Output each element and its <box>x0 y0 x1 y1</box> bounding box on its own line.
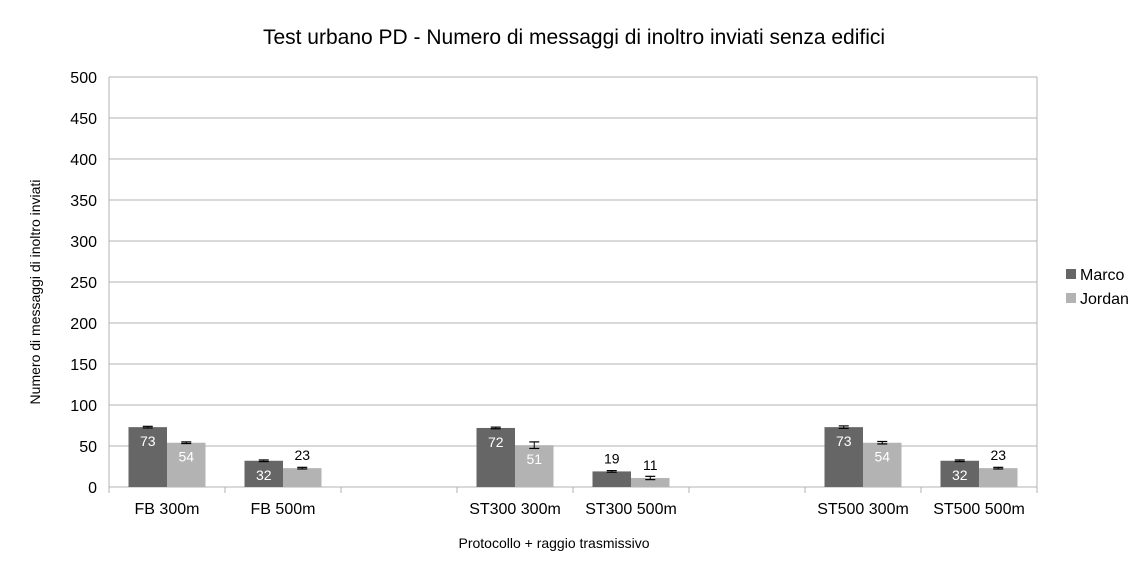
bar-jordan <box>863 442 902 487</box>
y-tick-label: 0 <box>88 480 97 497</box>
y-tick-label: 450 <box>70 111 97 128</box>
bar-jordan <box>515 445 554 487</box>
x-tick-label: FB 500m <box>251 501 316 518</box>
y-tick-label: 50 <box>79 439 97 456</box>
legend: Marco Jordan <box>1066 267 1129 308</box>
y-tick-label: 150 <box>70 357 97 374</box>
legend-swatch <box>1066 269 1076 279</box>
x-tick-label: ST300 300m <box>469 501 561 518</box>
legend-swatch <box>1066 293 1076 303</box>
y-tick-label: 250 <box>70 275 97 292</box>
bar-jordan <box>283 468 322 487</box>
bar-marco <box>592 471 631 487</box>
y-axis-label: Numero di messaggi di inoltro inviati <box>27 180 43 405</box>
x-tick-label: ST500 500m <box>933 501 1025 518</box>
bar-jordan <box>979 468 1018 487</box>
y-tick-label: 300 <box>70 234 97 251</box>
x-tick-label: ST500 300m <box>817 501 909 518</box>
data-label-marco: 32 <box>256 467 272 483</box>
bar-marco <box>244 460 283 487</box>
data-label-jordan: 54 <box>178 449 194 465</box>
y-tick-label: 350 <box>70 193 97 210</box>
chart-title: Test urbano PD - Numero di messaggi di i… <box>263 26 885 49</box>
y-tick-label: 400 <box>70 152 97 169</box>
data-label-jordan: 51 <box>526 451 542 467</box>
data-label-marco: 73 <box>140 433 156 449</box>
data-label-jordan: 54 <box>874 449 890 465</box>
y-tick-label: 200 <box>70 316 97 333</box>
x-tick-label: FB 300m <box>135 501 200 518</box>
gridlines <box>108 76 1038 488</box>
bar-marco <box>476 427 515 487</box>
y-tick-label: 500 <box>70 70 97 87</box>
legend-label: Jordan <box>1080 291 1129 308</box>
data-label-marco: 32 <box>952 467 968 483</box>
data-label-marco: 73 <box>836 433 852 449</box>
bar-marco <box>824 427 863 487</box>
data-label-marco: 72 <box>488 434 504 450</box>
data-label-marco: 19 <box>604 450 620 466</box>
x-axis-label: Protocollo + raggio trasmissivo <box>458 535 649 551</box>
y-tick-label: 100 <box>70 398 97 415</box>
data-label-jordan: 23 <box>990 447 1006 463</box>
x-axis-ticks: FB 300m FB 500m ST300 300m ST300 500m ST500 … <box>108 487 1038 518</box>
x-tick-label: ST300 500m <box>585 501 677 518</box>
error-bars <box>142 425 1004 481</box>
data-label-jordan: 11 <box>643 457 658 473</box>
bar-marco <box>128 427 167 487</box>
bar-marco <box>940 460 979 487</box>
legend-label: Marco <box>1080 267 1125 284</box>
bar-jordan <box>631 477 670 487</box>
bars <box>128 427 1018 487</box>
data-label-jordan: 23 <box>294 447 310 463</box>
y-axis-ticks: 0 50 100 150 200 250 300 350 400 450 500 <box>70 70 97 497</box>
data-labels: 73 32 72 19 73 32 54 23 51 11 54 23 <box>140 433 1006 483</box>
bar-jordan <box>167 442 206 487</box>
